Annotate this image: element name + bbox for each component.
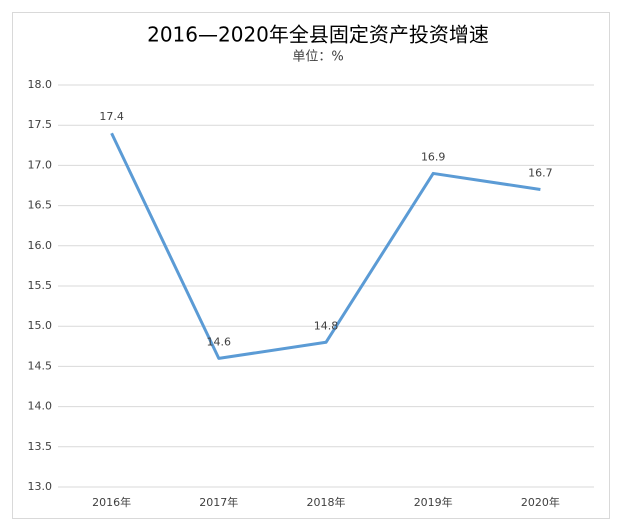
chart-title: 2016—2020年全县固定资产投资增速	[147, 23, 489, 47]
data-label: 17.4	[99, 110, 124, 123]
data-label: 16.9	[421, 150, 446, 163]
y-tick-label: 17.0	[28, 158, 53, 171]
x-tick-label: 2018年	[307, 495, 346, 509]
x-tick-label: 2017年	[199, 495, 238, 509]
y-tick-label: 15.5	[28, 279, 53, 292]
y-tick-label: 16.0	[28, 239, 53, 252]
chart-frame	[12, 12, 610, 519]
x-tick-label: 2019年	[414, 495, 453, 509]
data-label: 14.8	[314, 319, 339, 332]
y-tick-label: 18.0	[28, 78, 53, 91]
y-tick-label: 17.5	[28, 118, 53, 131]
x-tick-label: 2016年	[92, 495, 131, 509]
y-tick-label: 16.5	[28, 199, 53, 212]
y-tick-label: 13.0	[28, 480, 53, 493]
y-tick-label: 15.0	[28, 319, 53, 332]
y-tick-label: 14.0	[28, 400, 53, 413]
series-line	[110, 132, 541, 360]
y-tick-label: 14.5	[28, 359, 53, 372]
data-label: 14.6	[207, 335, 232, 348]
chart-subtitle: 单位：%	[292, 50, 343, 65]
y-tick-label: 13.5	[28, 440, 53, 453]
x-tick-label: 2020年	[521, 495, 560, 509]
data-label: 16.7	[528, 167, 553, 180]
